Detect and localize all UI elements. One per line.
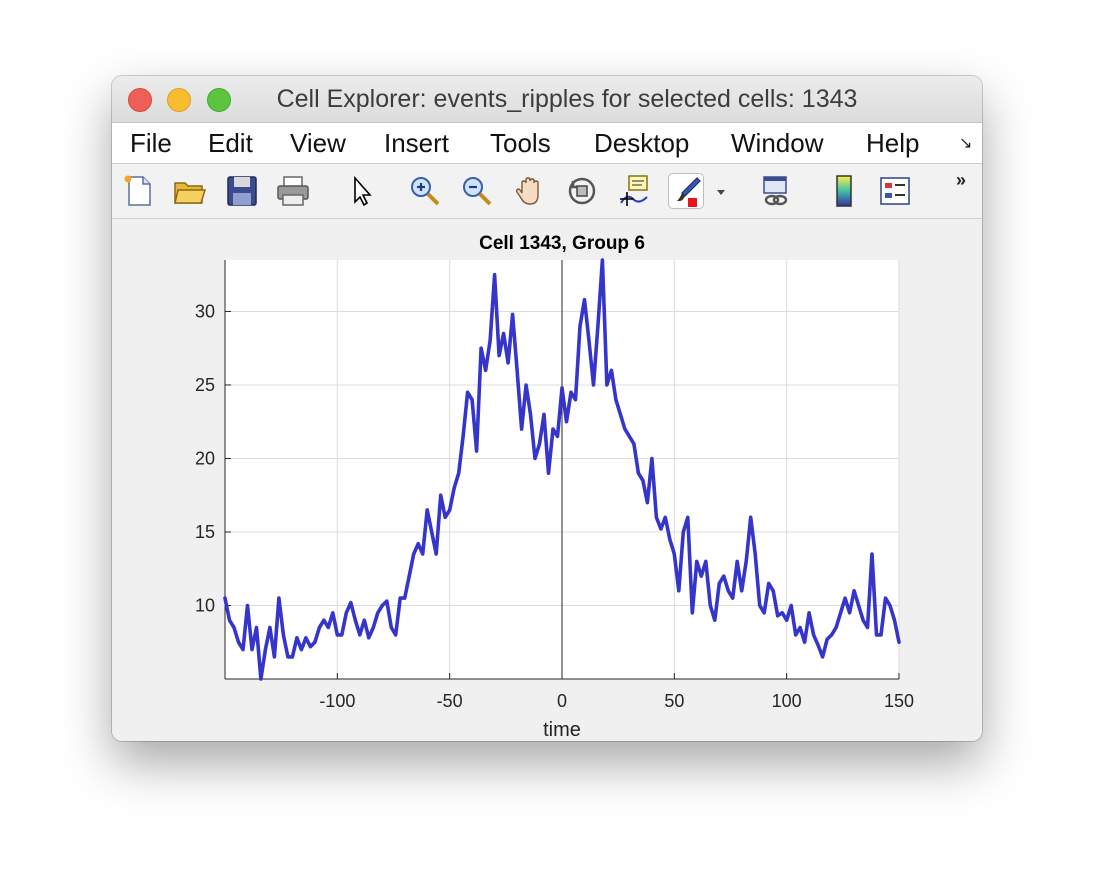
x-tick-label: 100 (772, 691, 802, 711)
y-tick-label: 30 (195, 301, 215, 321)
x-tick-label: 150 (884, 691, 914, 711)
series-line (223, 258, 901, 681)
window-title: Cell Explorer: events_ripples for select… (276, 85, 858, 113)
pointer-icon[interactable] (344, 173, 380, 209)
y-tick-label: 25 (195, 375, 215, 395)
menu-window[interactable]: Window (731, 128, 824, 158)
minimize-button[interactable] (167, 88, 191, 112)
zoom-out-icon[interactable] (459, 173, 495, 209)
open-folder-icon[interactable] (172, 173, 208, 209)
colorbar-icon[interactable] (826, 173, 862, 209)
menu-insert[interactable]: Insert (384, 128, 450, 158)
menu-help[interactable]: Help (866, 128, 920, 158)
new-file-icon[interactable] (121, 173, 157, 209)
zoom-in-icon[interactable] (407, 173, 443, 209)
menu-edit[interactable]: Edit (208, 128, 253, 158)
menu-desktop[interactable]: Desktop (594, 128, 690, 158)
menu-view[interactable]: View (290, 128, 346, 158)
x-tick-label: 0 (557, 691, 567, 711)
y-tick-label: 10 (195, 595, 215, 615)
figure-toolbar: » (112, 164, 982, 219)
chart-title: Cell 1343, Group 6 (479, 233, 645, 254)
x-tick-label: 50 (664, 691, 684, 711)
pan-hand-icon[interactable] (512, 173, 548, 209)
menu-file[interactable]: File (130, 128, 172, 158)
print-icon[interactable] (275, 173, 311, 209)
x-tick-label: -50 (437, 691, 463, 711)
save-icon[interactable] (224, 173, 260, 209)
brush-icon[interactable] (668, 173, 704, 209)
menu-dock-icon[interactable]: ↘ (959, 135, 973, 152)
y-tick-label: 20 (195, 448, 215, 468)
zoom-button[interactable] (207, 88, 231, 112)
link-plot-icon[interactable] (758, 173, 794, 209)
data-cursor-icon[interactable] (617, 173, 653, 209)
x-axis-label: time (543, 719, 581, 741)
y-tick-label: 15 (195, 522, 215, 542)
line-chart[interactable]: -100 -50 0 50 100 150 10 15 20 25 30 (112, 219, 982, 741)
legend-icon[interactable] (877, 173, 913, 209)
brush-dropdown-icon[interactable] (714, 173, 728, 209)
figure-window: Cell Explorer: events_ripples for select… (112, 76, 982, 741)
toolbar-overflow-icon[interactable]: » (956, 170, 967, 190)
menu-bar: File Edit View Insert Tools Desktop Wind… (112, 123, 982, 164)
title-bar[interactable]: Cell Explorer: events_ripples for select… (112, 76, 982, 123)
menu-tools[interactable]: Tools (490, 128, 551, 158)
x-tick-label: -100 (319, 691, 355, 711)
close-button[interactable] (128, 88, 152, 112)
figure-area: -100 -50 0 50 100 150 10 15 20 25 30 Cell 1343, Gr… (112, 219, 982, 741)
rotate-3d-icon[interactable] (564, 173, 600, 209)
